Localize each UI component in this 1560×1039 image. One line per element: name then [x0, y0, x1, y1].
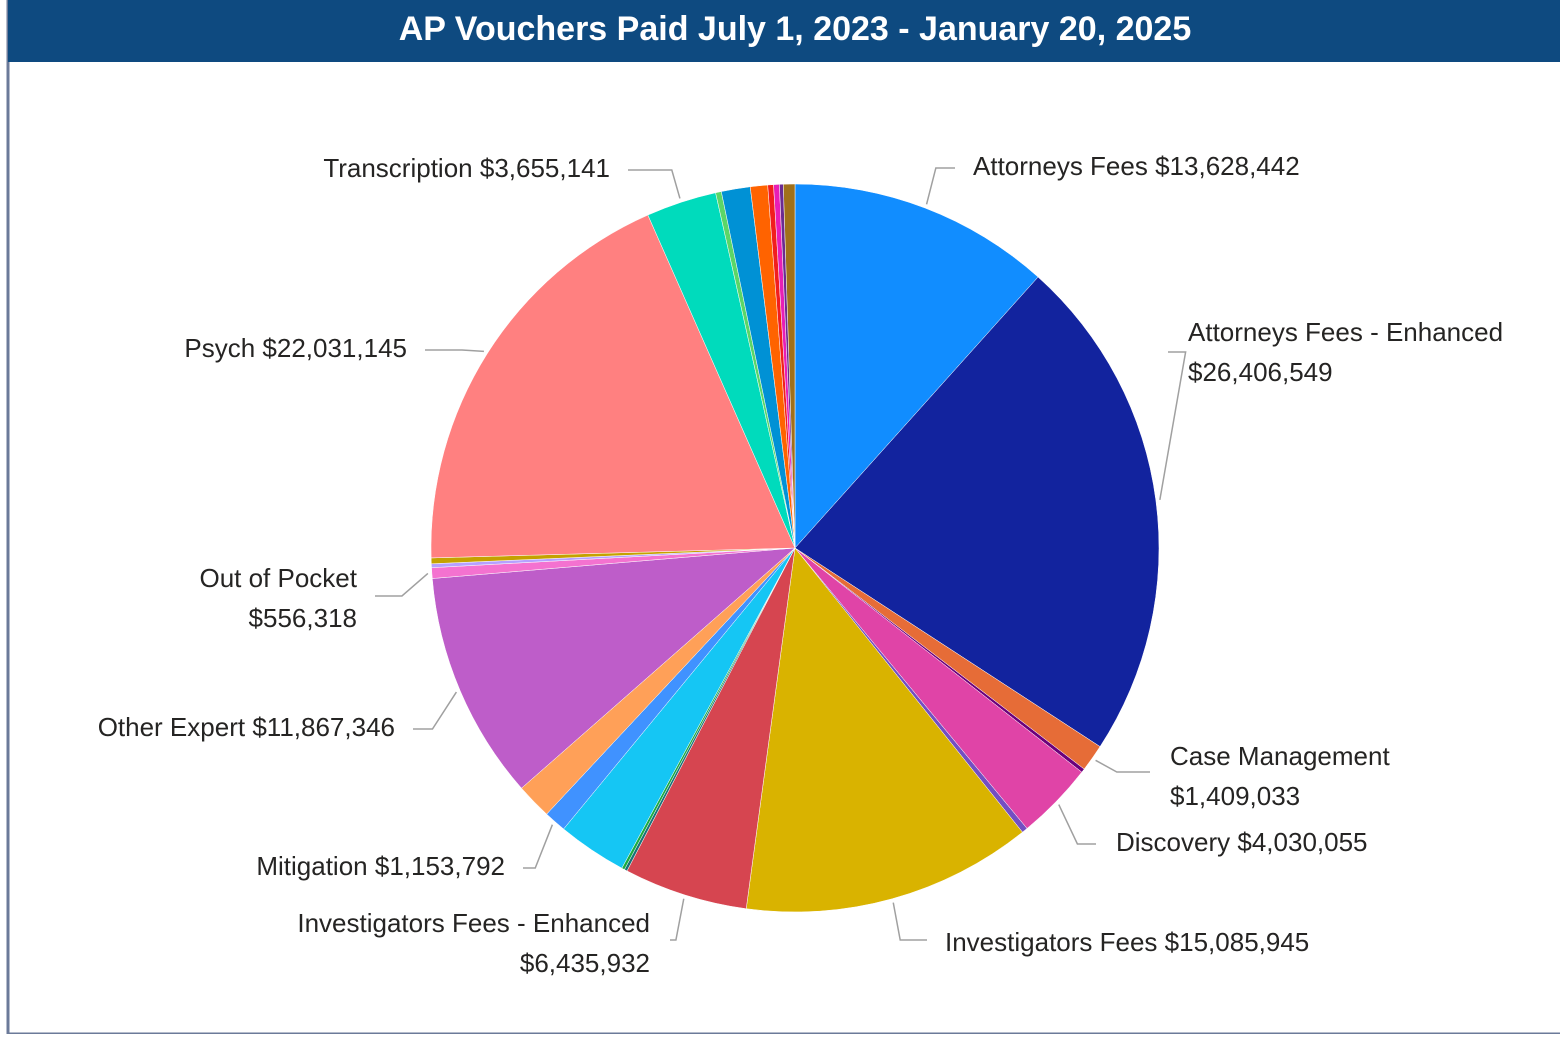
value-label: $1,153,792 — [375, 851, 505, 881]
pie-slice — [794, 183, 1039, 549]
leader-line — [523, 824, 554, 869]
chart-title: AP Vouchers Paid July 1, 2023 - January … — [399, 10, 1192, 48]
category-label: Psych — [184, 333, 255, 363]
category-label: Other Expert — [98, 712, 246, 742]
value-label: $11,867,346 — [252, 712, 395, 742]
category-label: Out of Pocket — [199, 563, 357, 593]
data-label: Investigators Fees - Enhanced $6,435,932 — [297, 908, 650, 978]
value-label: $15,085,945 — [1165, 927, 1310, 957]
data-label: Transcription $3,655,141 — [323, 153, 610, 183]
data-label: Investigators Fees $15,085,945 — [945, 927, 1309, 957]
data-label: Attorneys Fees $13,628,442 — [973, 151, 1300, 181]
value-label: $13,628,442 — [1155, 151, 1300, 181]
category-label: Case Management — [1170, 741, 1390, 771]
pie-slice — [794, 276, 1160, 747]
data-label: Case Management $1,409,033 — [1170, 741, 1390, 811]
value-label: $1,409,033 — [1170, 781, 1300, 811]
category-label: Transcription — [323, 153, 472, 183]
value-label: $556,318 — [249, 603, 357, 633]
title-bar — [8, 0, 1560, 62]
leader-line — [628, 169, 681, 199]
leader-line — [670, 898, 685, 941]
pie-slice — [783, 183, 796, 549]
category-label: Attorneys Fees — [973, 151, 1148, 181]
category-label: Investigators Fees — [945, 927, 1157, 957]
pie-slice — [430, 214, 796, 559]
leader-line — [892, 902, 927, 941]
data-label: Mitigation $1,153,792 — [256, 851, 505, 881]
leader-line — [425, 349, 484, 353]
data-label: Out of Pocket $556,318 — [199, 563, 357, 633]
leader-line — [925, 167, 955, 205]
pie-slice — [432, 547, 796, 789]
pie-slice — [745, 547, 1023, 913]
data-label: Discovery $4,030,055 — [1116, 827, 1368, 857]
category-label: Investigators Fees - Enhanced — [297, 908, 650, 938]
value-label: $6,435,932 — [520, 948, 650, 978]
value-label: $4,030,055 — [1237, 827, 1367, 857]
leader-line — [375, 572, 429, 597]
data-label: Psych $22,031,145 — [184, 333, 407, 363]
data-label: Attorneys Fees - Enhanced $26,406,549 — [1188, 317, 1503, 387]
category-label: Mitigation — [256, 851, 367, 881]
value-label: $3,655,141 — [480, 153, 610, 183]
leader-line — [413, 691, 458, 730]
data-label: Other Expert $11,867,346 — [98, 712, 395, 742]
leader-line — [1159, 351, 1187, 500]
leader-line — [1095, 759, 1150, 773]
value-label: $26,406,549 — [1188, 357, 1333, 387]
leader-line — [1058, 804, 1096, 845]
category-label: Attorneys Fees - Enhanced — [1188, 317, 1503, 347]
value-label: $22,031,145 — [262, 333, 407, 363]
category-label: Discovery — [1116, 827, 1230, 857]
